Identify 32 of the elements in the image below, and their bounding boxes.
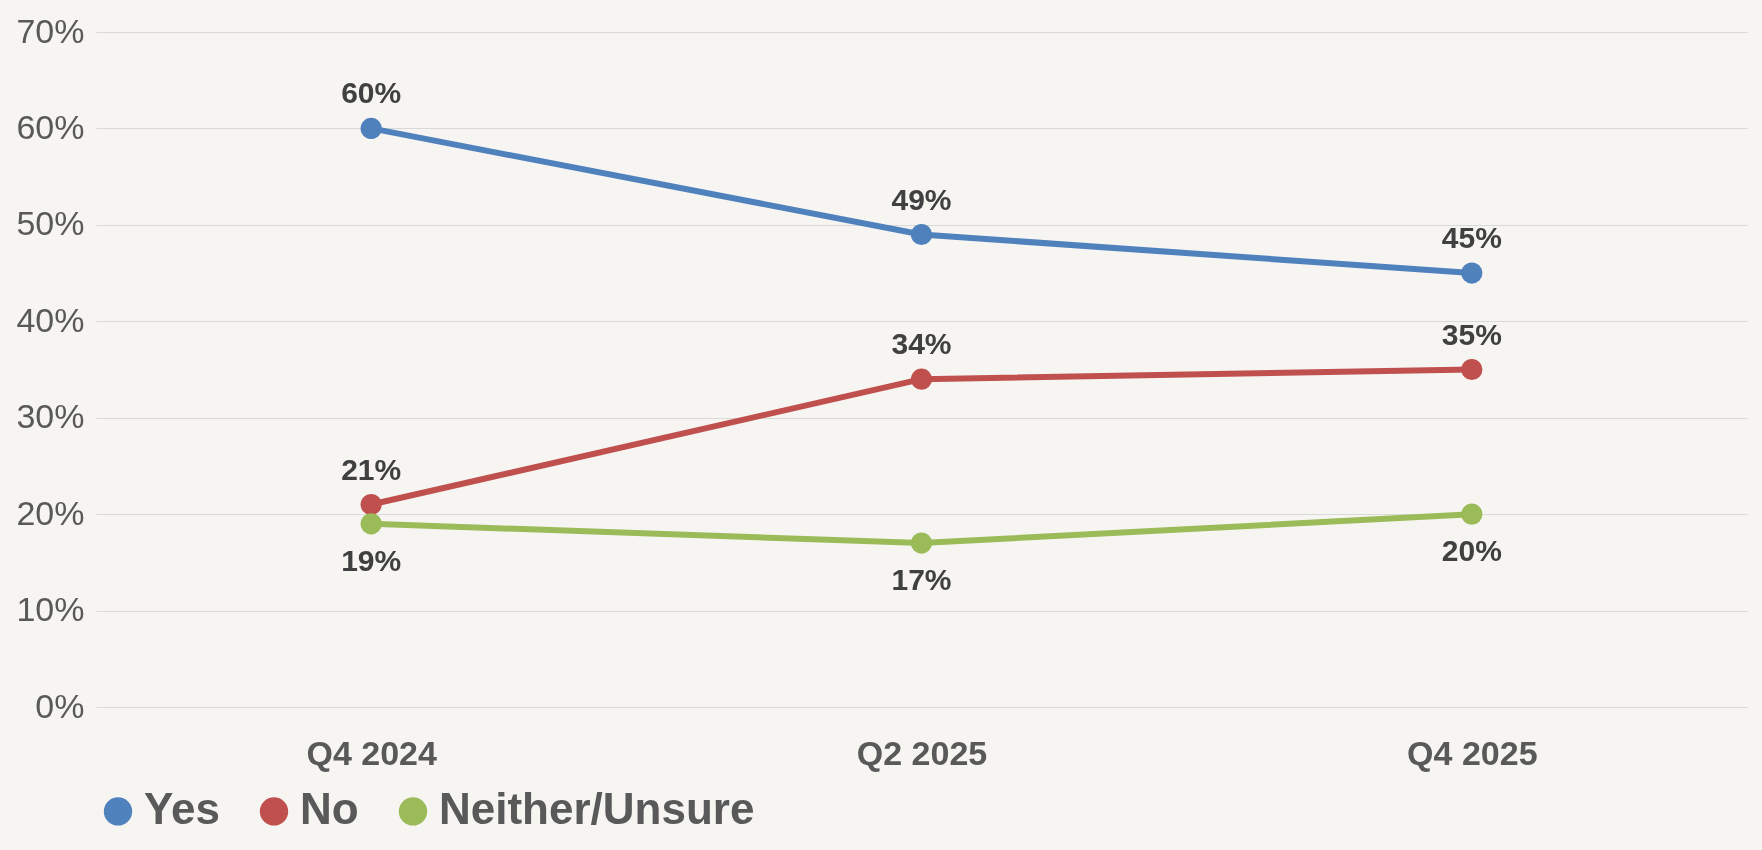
y-tick-label: 30% xyxy=(16,397,85,436)
y-tick-label: 70% xyxy=(16,11,85,50)
point xyxy=(1461,262,1483,284)
data-label: 21% xyxy=(341,452,402,486)
point xyxy=(1461,503,1483,525)
x-tick-label: Q4 2025 xyxy=(1407,733,1538,772)
point xyxy=(910,368,933,390)
point xyxy=(360,117,382,140)
point xyxy=(1461,358,1483,381)
data-label: 60% xyxy=(341,76,402,110)
y-tick-label: 20% xyxy=(16,493,85,532)
data-label: 20% xyxy=(1441,534,1502,568)
data-label: 17% xyxy=(891,563,952,597)
x-tick-label: Q4 2024 xyxy=(306,733,437,772)
point xyxy=(360,513,382,535)
legend-label: Neither/Unsure xyxy=(439,784,755,834)
legend-label: Yes xyxy=(144,784,220,834)
point xyxy=(910,223,933,246)
point xyxy=(360,493,382,516)
x-tick-label: Q2 2025 xyxy=(856,733,988,772)
y-tick-label: 60% xyxy=(16,107,85,146)
data-label: 49% xyxy=(891,182,952,216)
y-tick-label: 10% xyxy=(16,590,85,629)
y-tick-label: 0% xyxy=(35,686,85,725)
data-label: 45% xyxy=(1441,221,1502,255)
data-label: 19% xyxy=(341,543,402,577)
legend-label: No xyxy=(300,784,359,834)
data-label: 34% xyxy=(891,327,952,361)
y-tick-label: 40% xyxy=(16,300,85,339)
point xyxy=(910,532,933,554)
data-label: 35% xyxy=(1441,317,1502,351)
y-tick-label: 50% xyxy=(16,204,85,243)
